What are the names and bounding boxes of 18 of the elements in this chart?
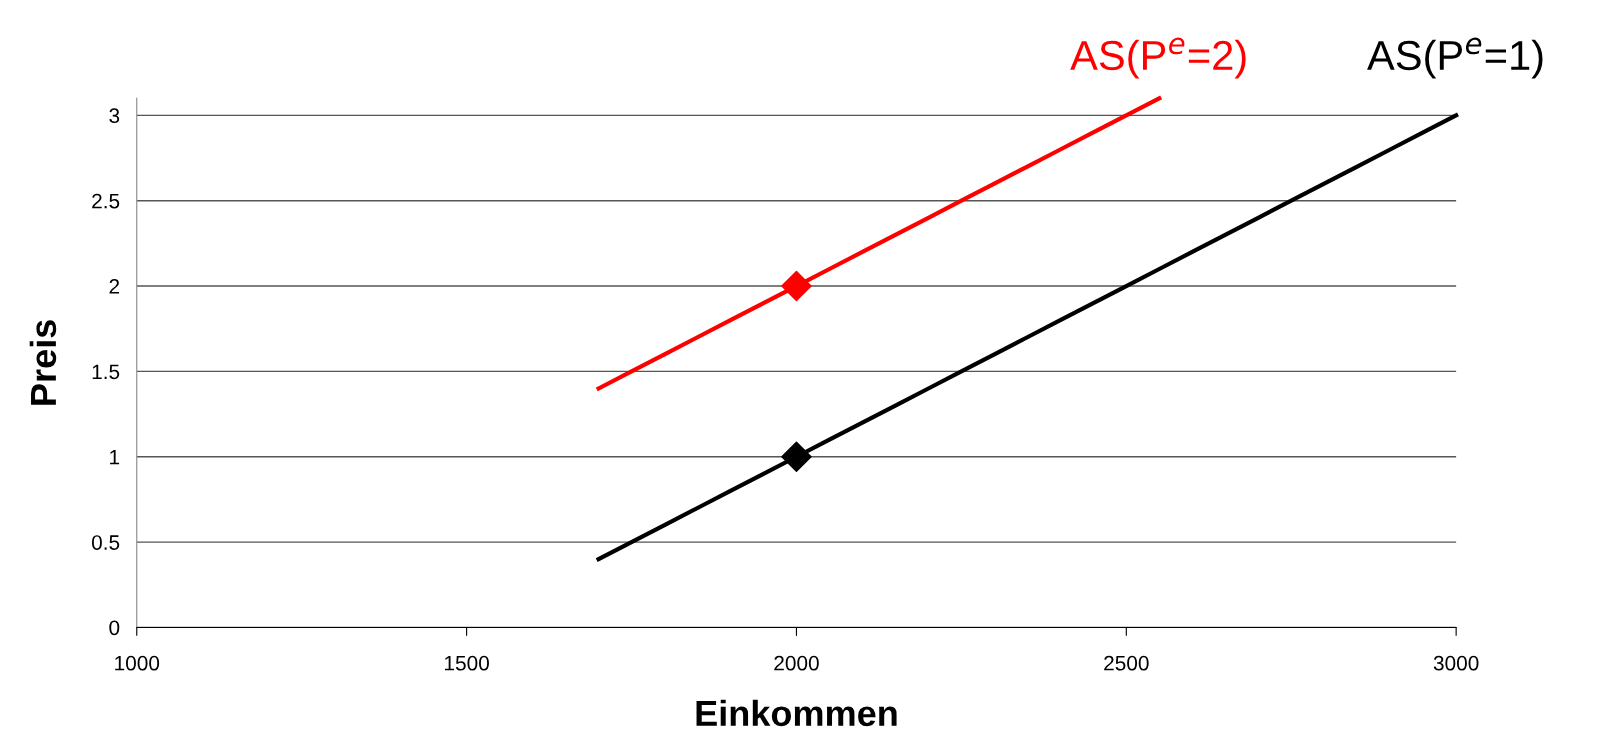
x-tick-label: 3000 bbox=[1433, 655, 1479, 671]
y-tick-label: 1 bbox=[110, 449, 120, 465]
y-axis-title: Preis bbox=[29, 320, 57, 405]
y-tick-label: 0 bbox=[109, 620, 120, 636]
y-tick-label: 2 bbox=[109, 279, 120, 294]
line-series bbox=[596, 96, 1162, 391]
y-tick-label: 3 bbox=[109, 108, 120, 124]
x-tick-label: 1000 bbox=[115, 655, 160, 671]
line-series bbox=[596, 113, 1459, 562]
x-tick-label: 1500 bbox=[445, 655, 489, 671]
x-tick-label: 2500 bbox=[1104, 655, 1149, 671]
y-tick-label: 2.5 bbox=[92, 193, 120, 209]
y-tick-label: 0.5 bbox=[91, 535, 120, 550]
series-label: AS(P$^{e}$=2) bbox=[1070, 37, 1246, 79]
y-tick-label: 1.5 bbox=[92, 364, 120, 380]
x-tick-label: 2000 bbox=[774, 655, 819, 671]
series-label: AS(P$^{e}$=1) bbox=[1367, 37, 1543, 79]
x-axis-title: Einkommen bbox=[696, 699, 897, 727]
